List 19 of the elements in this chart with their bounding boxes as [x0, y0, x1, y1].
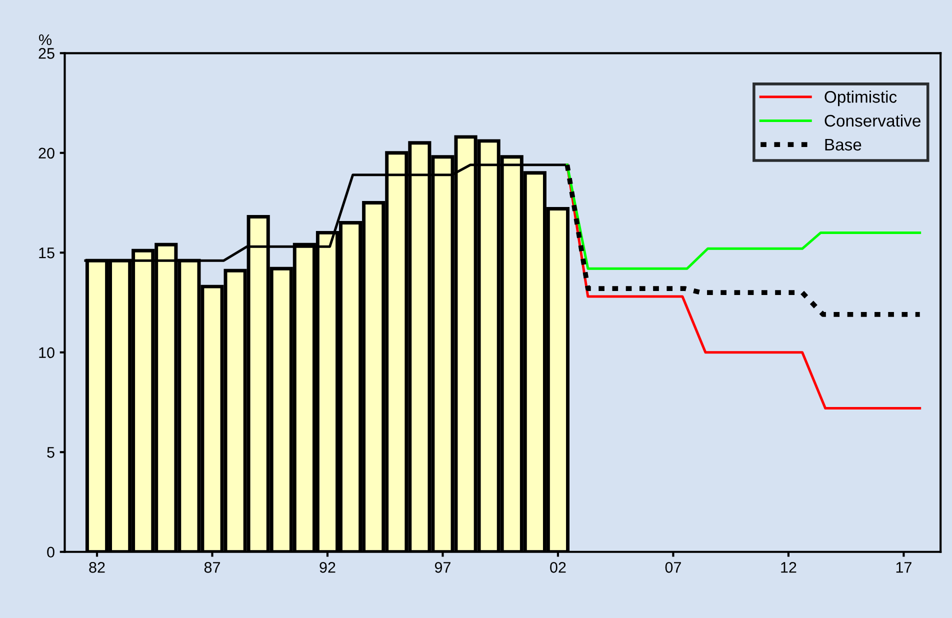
y-tick-label: 0 [47, 546, 54, 558]
y-tick-label: 5 [47, 447, 54, 458]
x-tick-label: 02 [550, 562, 566, 573]
x-tick-label: 82 [89, 562, 105, 573]
y-tick-label: 20 [38, 148, 54, 159]
y-axis-title: % [39, 34, 52, 46]
legend-label: Conservative [824, 114, 920, 127]
x-tick-label: 87 [204, 562, 220, 573]
y-tick-label: 25 [38, 48, 54, 59]
legend-label: Base [825, 138, 862, 151]
x-tick-label: 17 [896, 562, 912, 573]
line-series [566, 164, 922, 270]
x-tick-label: 07 [665, 562, 681, 573]
x-tick-label: 92 [320, 562, 336, 573]
y-tick-label: 10 [39, 347, 54, 358]
y-tick-label: 15 [39, 248, 54, 258]
legend-label: Optimistic [824, 90, 897, 106]
x-tick-label: 12 [781, 562, 796, 573]
x-tick-label: 97 [434, 562, 450, 573]
